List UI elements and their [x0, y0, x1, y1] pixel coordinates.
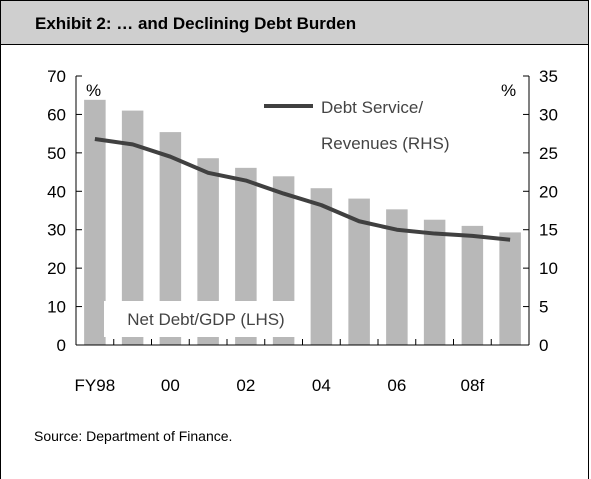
right-tick-label: 15: [539, 221, 558, 240]
right-tick-label: 10: [539, 259, 558, 278]
bar-04: [310, 188, 333, 345]
bar-01: [197, 158, 219, 345]
right-tick-label: 0: [539, 336, 548, 355]
left-tick-label: 50: [47, 144, 66, 163]
left-tick-label: 30: [47, 221, 66, 240]
left-tick-label: 60: [47, 105, 66, 124]
x-tick-label: 04: [312, 376, 331, 395]
legend-group: Debt Service/Revenues (RHS) Net Debt/GDP …: [104, 98, 450, 337]
right-tick-label: 25: [539, 144, 558, 163]
bar-99: [121, 110, 144, 345]
left-tick-label: 40: [47, 182, 66, 201]
bar-08f: [461, 225, 484, 345]
x-tick-label: FY98: [75, 376, 116, 395]
x-tick-label: 02: [236, 376, 255, 395]
line-group: [94, 137, 511, 242]
line-legend-label-2: Revenues (RHS): [321, 134, 450, 153]
bar-05: [348, 198, 370, 345]
debt-service-line: [94, 137, 511, 242]
bar-legend-label: Net Debt/GDP (LHS): [127, 310, 284, 329]
x-tick-label: 00: [161, 376, 180, 395]
right-unit-label: %: [501, 81, 516, 100]
right-tick-label: 5: [539, 298, 548, 317]
left-tick-label: 0: [57, 336, 66, 355]
bar-06: [386, 209, 408, 345]
chart-title: Exhibit 2: … and Declining Debt Burden: [35, 14, 357, 33]
left-unit-label: %: [86, 81, 101, 100]
bar-FY98: [84, 99, 106, 345]
x-tick-label: 06: [387, 376, 406, 395]
bars-group: [84, 99, 521, 345]
bar-02: [235, 167, 257, 345]
x-tick-label: 08f: [461, 376, 485, 395]
right-tick-label: 35: [539, 67, 558, 86]
left-tick-label: 70: [47, 67, 66, 86]
bar-09f: [499, 232, 521, 345]
bar-legend-box: [104, 301, 308, 337]
source-note: Source: Department of Finance.: [34, 428, 233, 444]
bar-07: [423, 219, 446, 345]
line-legend-label-1: Debt Service/: [321, 98, 423, 117]
left-tick-label: 10: [47, 298, 66, 317]
axes-group: 0 10 20 30 40 50 60 70 0 5 10 15 20 25 30 35 FY98 00 02 04 0…: [47, 67, 558, 395]
bar-00: [159, 132, 182, 345]
left-tick-label: 20: [47, 259, 66, 278]
right-tick-label: 20: [539, 182, 558, 201]
right-tick-label: 30: [539, 105, 558, 124]
title-bar: Exhibit 2: … and Declining Debt Burden: [1, 1, 588, 45]
